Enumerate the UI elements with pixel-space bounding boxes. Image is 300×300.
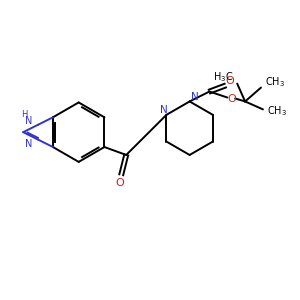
Text: O: O	[225, 76, 234, 85]
Text: N: N	[26, 139, 33, 148]
Text: O: O	[228, 94, 237, 104]
Text: N: N	[160, 105, 167, 115]
Text: CH$_3$: CH$_3$	[267, 104, 287, 118]
Text: H$_3$C: H$_3$C	[213, 70, 233, 84]
Text: O: O	[115, 178, 124, 188]
Text: N: N	[26, 116, 33, 126]
Text: CH$_3$: CH$_3$	[265, 75, 285, 88]
Text: H: H	[21, 110, 27, 119]
Text: N: N	[191, 92, 199, 103]
